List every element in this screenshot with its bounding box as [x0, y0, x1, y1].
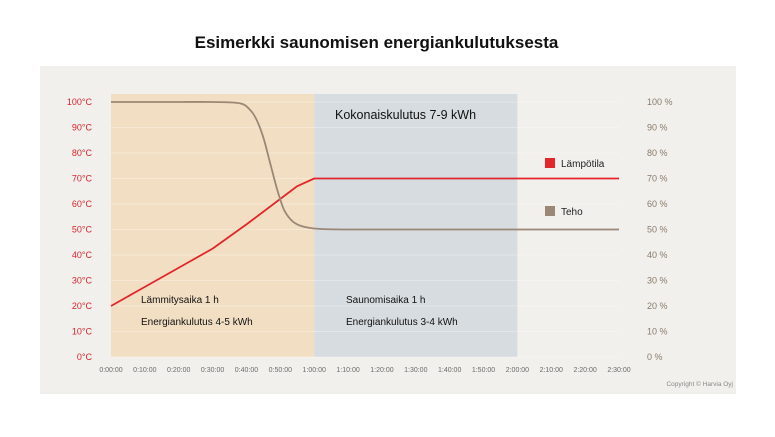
legend-label-power: Teho — [561, 207, 583, 218]
sauna-time-label: Saunomisaika 1 h — [346, 295, 426, 306]
y-right-tick-label: 70 % — [647, 174, 668, 184]
sauna-energy-label: Energiankulutus 3-4 kWh — [346, 317, 458, 328]
x-tick-label: 0:10:00 — [133, 367, 156, 374]
x-tick-label: 0:50:00 — [269, 367, 292, 374]
x-tick-label: 1:30:00 — [404, 367, 427, 374]
legend-swatch-power — [545, 206, 555, 216]
legend-swatch-temperature — [545, 158, 555, 168]
series-layer — [110, 101, 619, 307]
x-tick-label: 1:40:00 — [438, 367, 461, 374]
x-tick-label: 1:10:00 — [336, 367, 359, 374]
region-heating — [111, 94, 315, 357]
x-tick-label: 2:30:00 — [607, 367, 630, 374]
y-left-tick-label: 90°C — [72, 123, 93, 133]
y-right-tick-label: 60 % — [647, 199, 668, 209]
y-left-tick-label: 0°C — [77, 352, 93, 362]
regions-layer — [111, 94, 518, 357]
legend: Lämpötila Teho — [545, 158, 605, 218]
x-tick-label: 1:20:00 — [370, 367, 393, 374]
y-left-tick-label: 80°C — [72, 148, 93, 158]
x-tick-label: 2:10:00 — [540, 367, 563, 374]
x-tick-label: 1:00:00 — [303, 367, 326, 374]
x-tick-label: 0:20:00 — [167, 367, 190, 374]
total-consumption-label: Kokonaiskulutus 7-9 kWh — [335, 108, 476, 122]
x-tick-label: 2:20:00 — [573, 367, 596, 374]
y-left-tick-label: 60°C — [72, 199, 93, 209]
y-right-tick-label: 10 % — [647, 327, 668, 337]
x-tick-label: 2:00:00 — [506, 367, 529, 374]
y-right-tick-label: 20 % — [647, 301, 668, 311]
copyright-text: Copyright © Harvia Oyj — [666, 380, 733, 388]
x-tick-label: 1:50:00 — [472, 367, 495, 374]
x-tick-label: 0:40:00 — [235, 367, 258, 374]
y-left-tick-label: 40°C — [72, 250, 93, 260]
x-tick-label: 0:00:00 — [99, 367, 122, 374]
y-left-tick-label: 30°C — [72, 276, 93, 286]
y-left-tick-label: 20°C — [72, 301, 93, 311]
heating-energy-label: Energiankulutus 4-5 kWh — [141, 317, 253, 328]
region-sauna — [314, 94, 518, 357]
y-left-tick-label: 10°C — [72, 327, 93, 337]
y-left-tick-label: 100°C — [67, 97, 93, 107]
series-line-temperature — [110, 177, 619, 307]
y-right-tick-label: 90 % — [647, 123, 668, 133]
y-right-tick-label: 40 % — [647, 250, 668, 260]
y-right-tick-label: 30 % — [647, 276, 668, 286]
axis-layer: 0°C 10°C 20°C 30°C 40°C 50°C 60°C 70°C 80°C 90°C 1… — [67, 97, 673, 374]
y-right-tick-label: 0 % — [647, 352, 663, 362]
chart-title: Esimerkki saunomisen energiankulutuksest… — [194, 33, 559, 52]
y-left-tick-label: 70°C — [72, 174, 93, 184]
series-line-power — [111, 101, 619, 231]
y-right-tick-label: 50 % — [647, 225, 668, 235]
y-right-tick-label: 80 % — [647, 148, 668, 158]
legend-label-temperature: Lämpötila — [561, 159, 605, 170]
heating-time-label: Lämmitysaika 1 h — [141, 295, 219, 306]
y-left-tick-label: 50°C — [72, 225, 93, 235]
y-right-tick-label: 100 % — [647, 97, 673, 107]
x-tick-label: 0:30:00 — [201, 367, 224, 374]
